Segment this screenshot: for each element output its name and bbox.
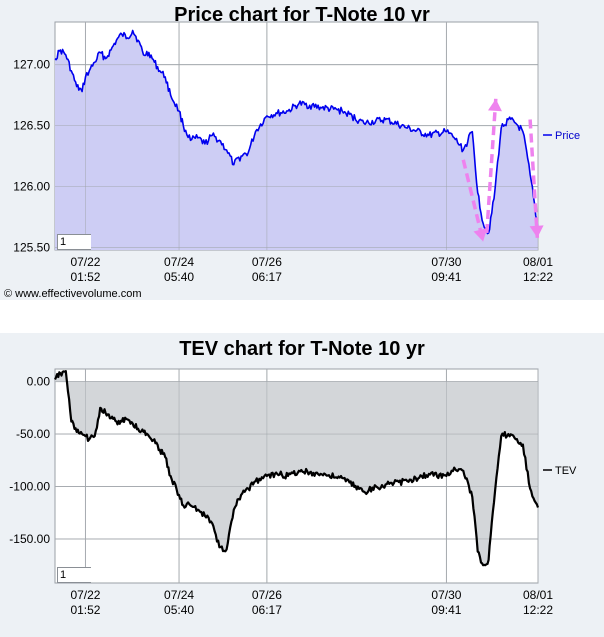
x-tick-time: 09:41 [431,603,461,617]
zoom-input-wrapper [57,234,91,250]
legend-label: TEV [555,465,577,477]
y-tick-label: 125.50 [13,241,50,255]
tev-chart-svg: 0.00-50.00-100.00-150.0007/2201:5207/240… [9,368,577,617]
x-tick-date: 08/01 [523,588,553,602]
tev-chart-title: TEV chart for T-Note 10 yr [179,338,425,360]
x-tick-time: 12:22 [523,270,553,284]
zoom-input[interactable] [57,567,91,583]
x-tick-date: 07/22 [70,255,100,269]
annotation-arrowhead [487,98,502,112]
zoom-input-wrapper [57,567,91,583]
price-chart-panel: Price chart for T-Note 10 yr 127.00 126.5… [0,0,604,300]
x-tick-time: 01:52 [70,270,100,284]
x-tick-date: 08/01 [523,255,553,269]
y-tick-label: -50.00 [16,427,50,441]
x-tick-time: 01:52 [70,603,100,617]
x-tick-time: 05:40 [164,603,194,617]
series-area [55,30,538,250]
series-area [55,371,538,566]
x-tick-time: 05:40 [164,270,194,284]
price-chart-svg: 127.00126.50126.00125.5007/2201:5207/240… [13,21,580,284]
series-line [54,29,539,235]
y-tick-label: 127.00 [13,58,50,72]
x-tick-time: 09:41 [431,270,461,284]
price-chart-title: Price chart for T-Note 10 yr [174,4,430,26]
legend-label: Price [555,130,580,142]
x-tick-time: 06:17 [252,270,282,284]
annotation-arrow [528,119,540,238]
annotation-arrow [461,159,485,242]
y-tick-label: 126.00 [13,180,50,194]
x-tick-date: 07/26 [252,255,282,269]
y-tick-label: -100.00 [9,479,50,493]
series-line [54,370,540,567]
annotation-arrowhead [473,228,488,242]
annotation-arrow [485,98,498,234]
y-tick-label: 126.50 [13,119,50,133]
x-tick-time: 06:17 [252,603,282,617]
x-tick-time: 12:22 [523,603,553,617]
tev-chart-panel: TEV chart for T-Note 10 yr 0.00 -50.00 -10… [0,333,604,637]
zoom-input[interactable] [57,234,91,250]
x-tick-date: 07/26 [252,588,282,602]
x-tick-date: 07/24 [164,588,194,602]
annotation-arrowhead [529,225,544,238]
x-tick-date: 07/24 [164,255,194,269]
x-tick-date: 07/30 [431,255,461,269]
y-tick-label: -150.00 [9,532,50,546]
x-tick-date: 07/30 [431,588,461,602]
x-tick-date: 07/22 [70,588,100,602]
copyright-text: © www.effectivevolume.com [4,288,142,300]
y-tick-label: 0.00 [27,375,51,389]
